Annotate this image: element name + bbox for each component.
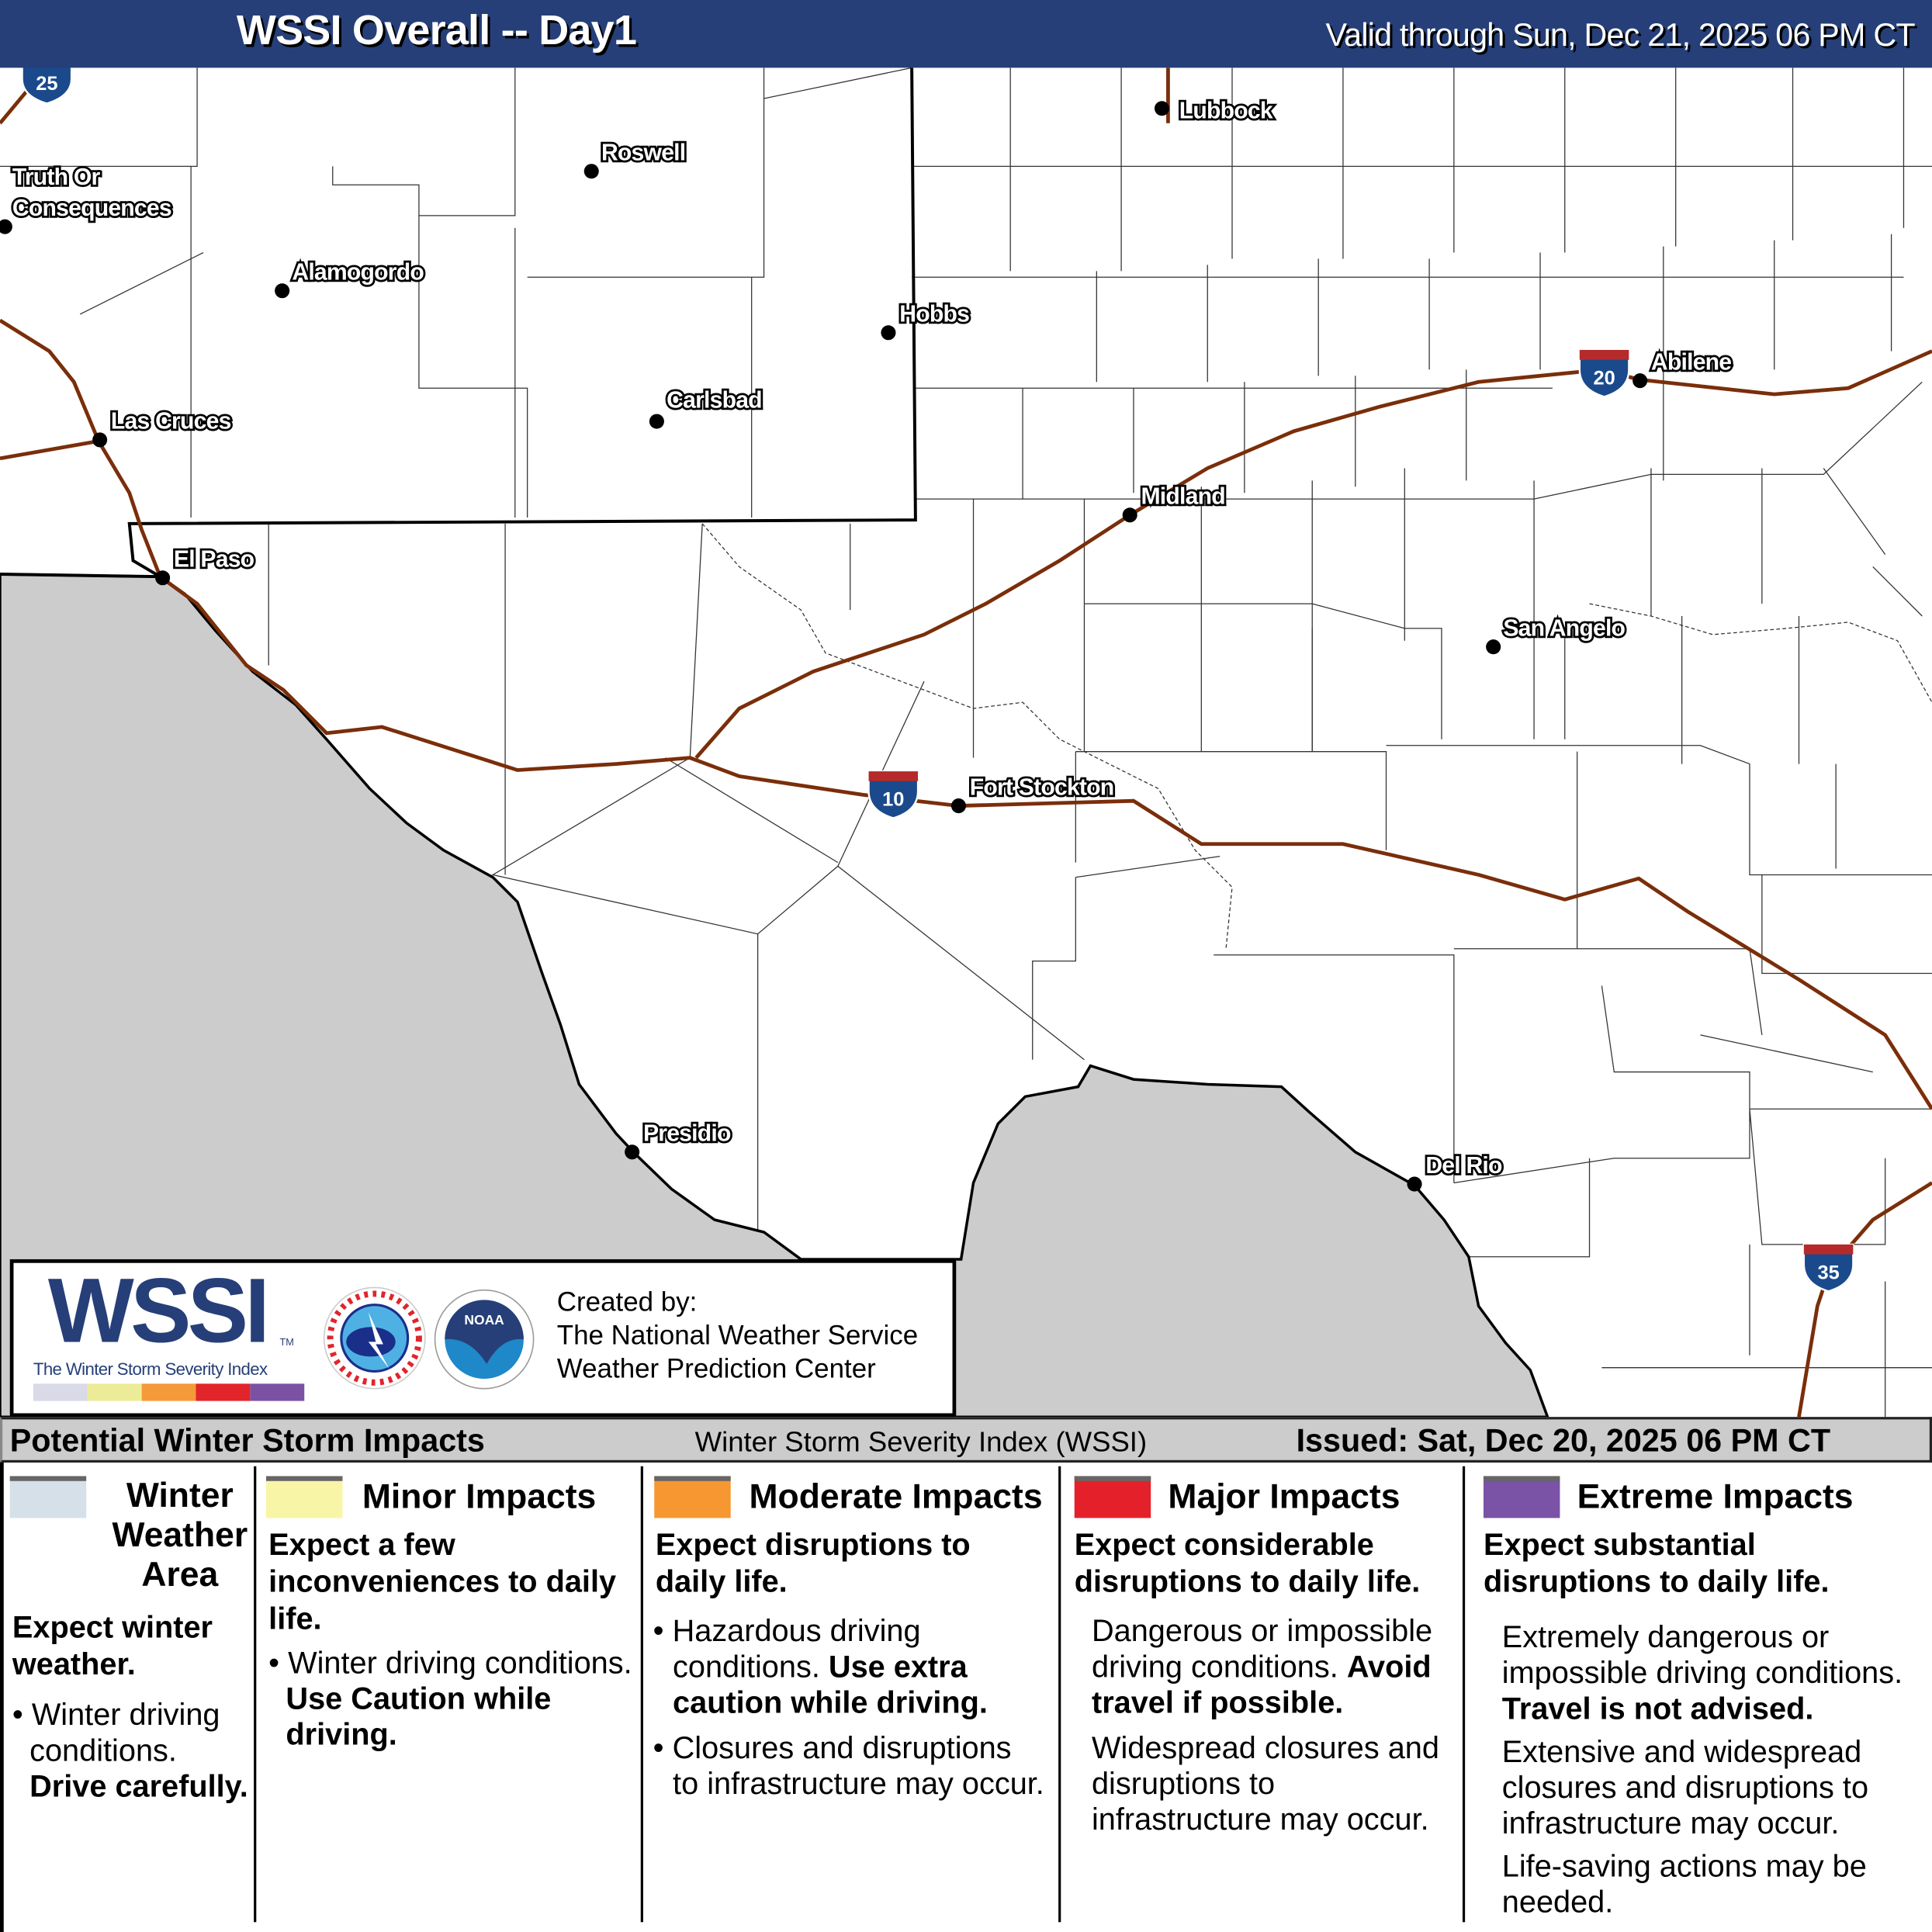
legend-moderate-impacts: Moderate Impacts Expect disruptions to d… — [650, 1464, 1054, 1925]
legend-column-body: • Winter driving conditions. Drive caref… — [12, 1698, 248, 1804]
legend-column-heading: Expect disruptions to daily life. — [655, 1528, 971, 1600]
wssi-color-bar — [33, 1383, 305, 1401]
city-label: Las Cruces — [111, 409, 231, 435]
city-label: San Angelo — [1503, 615, 1625, 641]
legend-divider — [640, 1466, 643, 1923]
swatch-major — [1074, 1476, 1151, 1518]
swatch-winter-weather — [9, 1476, 87, 1518]
legend-minor-impacts: Minor Impacts Expect a few inconvenience… — [266, 1464, 639, 1925]
legend-divider — [1058, 1466, 1061, 1923]
legend-winter-weather-area: Winter Weather Area Expect winter weathe… — [9, 1464, 254, 1925]
interstate-shield-icon: 35 — [1802, 1243, 1854, 1293]
legend-column-heading: Expect winter weather. — [12, 1610, 213, 1682]
org-nws: The National Weather Service — [556, 1319, 919, 1351]
city-label: Del Rio — [1425, 1153, 1502, 1179]
legend-column-heading: Expect substantial disruptions to daily … — [1483, 1528, 1830, 1600]
legend-left-border — [0, 1462, 4, 1932]
interstate-shield-icon: 20 — [1578, 348, 1630, 398]
city-label: Consequences — [12, 196, 171, 221]
map: 25 20 10 35 Lubbock Roswell Truth Or Cons… — [0, 61, 1932, 1418]
legend-column-title: Winter Weather Area — [112, 1476, 248, 1594]
svg-text:25: 25 — [36, 73, 57, 95]
city-label: Alamogordo — [292, 259, 424, 285]
created-by: Created by: The National Weather Service… — [557, 1285, 918, 1385]
org-wpc: Weather Prediction Center — [556, 1352, 876, 1384]
city-label: Truth Or — [12, 164, 101, 190]
interstate-shield-icon: 25 — [21, 61, 73, 105]
legend-column-body: • Winter driving conditions. Use Caution… — [268, 1646, 632, 1753]
svg-text:35: 35 — [1817, 1262, 1839, 1283]
created-by-label: Created by: — [556, 1286, 698, 1317]
header-bar: WSSI Overall -- Day1 Valid through Sun, … — [0, 0, 1932, 68]
city-label: Abilene — [1651, 349, 1731, 375]
legend-column-body: • Hazardous driving conditions. Use extr… — [653, 1614, 1044, 1802]
wssi-logo-subtitle: The Winter Storm Severity Index — [33, 1359, 268, 1379]
legend-index-name: Winter Storm Severity Index (WSSI) — [694, 1425, 1148, 1458]
swatch-moderate — [654, 1476, 731, 1518]
trademark: TM — [279, 1336, 294, 1349]
legend-column-title: Extreme Impacts — [1577, 1477, 1854, 1516]
noaa-logo-icon: NOAA — [434, 1289, 535, 1390]
svg-text:10: 10 — [882, 789, 904, 811]
legend-title: Potential Winter Storm Impacts — [9, 1421, 485, 1459]
city-label: Carlsbad — [667, 388, 762, 414]
legend-column-body: Dangerous or impossible driving conditio… — [1091, 1614, 1439, 1837]
state-borders — [0, 68, 917, 579]
credits-box: WSSI TM The Winter Storm Severity Index … — [9, 1259, 957, 1418]
legend-title-bar: Potential Winter Storm Impacts Winter St… — [0, 1417, 1932, 1463]
city-label: Midland — [1141, 483, 1224, 509]
legend-column-title: Minor Impacts — [362, 1477, 597, 1516]
legend-column-heading: Expect a few inconveniences to daily lif… — [268, 1528, 617, 1636]
i25-route — [0, 85, 101, 442]
city-label: Fort Stockton — [970, 774, 1114, 800]
legend-column-title: Major Impacts — [1168, 1477, 1401, 1516]
legend-column-title: Moderate Impacts — [749, 1477, 1043, 1516]
legend-extreme-impacts: Extreme Impacts Expect substantial disru… — [1479, 1464, 1929, 1925]
legend-column-body: Extremely dangerous or impossible drivin… — [1501, 1620, 1903, 1920]
city-label: Presidio — [643, 1120, 731, 1146]
city-label: Hobbs — [899, 301, 969, 327]
valid-time: Valid through Sun, Dec 21, 2025 06 PM CT — [1325, 16, 1915, 54]
svg-text:NOAA: NOAA — [464, 1312, 504, 1328]
i20-route — [694, 349, 1932, 760]
issued-time: Issued: Sat, Dec 20, 2025 06 PM CT — [1296, 1421, 1831, 1459]
map-title: WSSI Overall -- Day1 — [236, 7, 637, 54]
interstate-shield-icon: 10 — [867, 770, 919, 819]
svg-text:20: 20 — [1593, 367, 1615, 389]
legend-divider — [254, 1466, 257, 1923]
legend-column-heading: Expect considerable disruptions to daily… — [1074, 1528, 1421, 1600]
legend-divider — [1462, 1466, 1466, 1923]
shields: 25 20 10 35 — [21, 61, 1854, 1293]
cities: Lubbock Roswell Truth Or Consequences Ala… — [0, 96, 1734, 1192]
city-label: Roswell — [601, 140, 685, 165]
city-label: El Paso — [174, 546, 254, 572]
wssi-logo: WSSI — [47, 1259, 270, 1362]
legend-major-impacts: Major Impacts Expect considerable disrup… — [1069, 1464, 1461, 1925]
swatch-extreme — [1483, 1476, 1560, 1518]
swatch-minor — [266, 1476, 343, 1518]
city-label: Lubbock — [1179, 98, 1273, 123]
nws-logo-icon — [323, 1286, 426, 1390]
